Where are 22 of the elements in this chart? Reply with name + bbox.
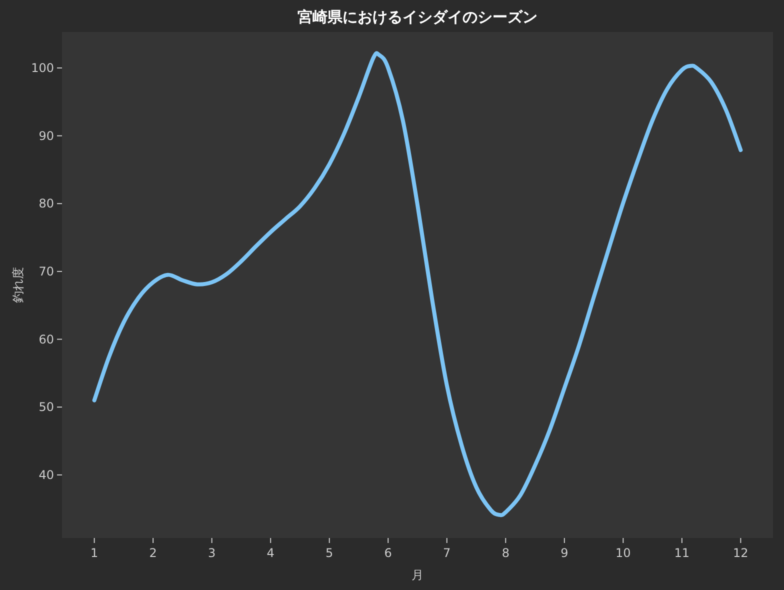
y-tick-label: 70: [38, 264, 54, 278]
y-tick-label: 100: [31, 60, 54, 75]
y-tick-label: 40: [38, 468, 54, 482]
x-tick-label: 12: [733, 546, 748, 560]
y-tick-label: 90: [38, 128, 54, 143]
y-tick-label: 60: [38, 332, 54, 346]
y-axis-title: 釣れ度: [11, 267, 25, 303]
x-axis-title: 月: [412, 568, 424, 582]
x-tick-label: 5: [326, 546, 334, 560]
x-tick-label: 6: [384, 546, 392, 560]
y-tick-label: 50: [38, 400, 54, 414]
chart-title: 宮崎県におけるイシダイのシーズン: [298, 8, 538, 26]
x-tick-label: 7: [443, 546, 451, 560]
x-tick-label: 9: [560, 546, 568, 560]
x-tick-label: 3: [208, 546, 216, 560]
y-tick-label: 80: [38, 196, 54, 211]
x-tick-label: 1: [90, 546, 98, 560]
x-tick-label: 8: [502, 546, 510, 560]
x-tick-label: 4: [266, 546, 274, 560]
x-tick-label: 10: [616, 546, 631, 560]
x-tick-label: 2: [149, 546, 157, 560]
x-tick-label: 11: [674, 546, 690, 560]
